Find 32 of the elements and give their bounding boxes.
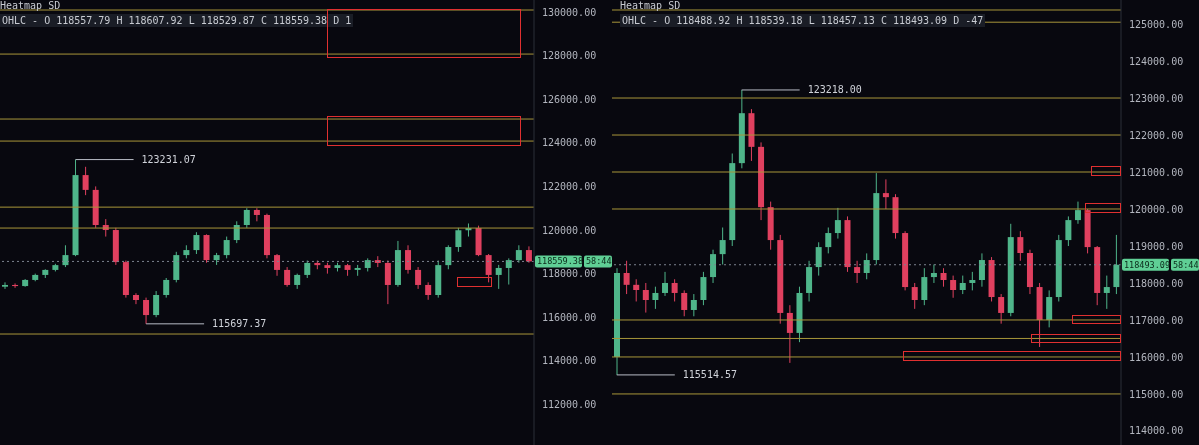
y-tick-label: 117000.00 bbox=[1129, 314, 1184, 326]
y-tick-label: 116000.00 bbox=[1129, 351, 1184, 363]
y-tick-label: 112000.00 bbox=[542, 399, 597, 410]
text: OHLC - O 118557.79 H 118607.92 L 118529.87 C 118559.38 D 1 bbox=[0, 14, 354, 27]
y-tick-label: 124000.00 bbox=[542, 137, 597, 149]
annotation: 115514.57 bbox=[682, 369, 737, 381]
y-tick-label: 122000.00 bbox=[542, 180, 597, 192]
y-tick-label: 123000.00 bbox=[1129, 92, 1184, 104]
y-tick-label: 130000.00 bbox=[542, 6, 597, 18]
y-tick-label: 128000.00 bbox=[542, 50, 597, 62]
y-tick-label: 114000.00 bbox=[1129, 425, 1184, 437]
text: 58:44 bbox=[586, 256, 612, 267]
y-tick-label: 120000.00 bbox=[1129, 203, 1184, 215]
y-tick-label: 126000.00 bbox=[542, 93, 597, 105]
text: OHLC - O 118488.92 H 118539.18 L 118457.13 C 118493.09 D -47 bbox=[620, 14, 986, 27]
y-tick-label: 114000.00 bbox=[542, 355, 597, 367]
text: 58:44 bbox=[1173, 259, 1199, 270]
y-tick-label: 118000.00 bbox=[1129, 277, 1184, 289]
y-tick-label: 120000.00 bbox=[542, 224, 597, 236]
y-tick-label: 115000.00 bbox=[1129, 388, 1184, 400]
y-tick-label: 119000.00 bbox=[1129, 240, 1184, 252]
y-tick-label: 116000.00 bbox=[542, 311, 597, 323]
chart-title: Heatmap SD bbox=[0, 0, 62, 11]
y-tick-label: 121000.00 bbox=[1129, 166, 1184, 178]
annotation: 123218.00 bbox=[807, 84, 862, 96]
chart-title: Heatmap SD bbox=[620, 0, 682, 11]
annotation: 115697.37 bbox=[212, 318, 267, 330]
y-tick-label: 118000.00 bbox=[542, 268, 597, 280]
y-tick-label: 125000.00 bbox=[1129, 18, 1184, 30]
y-tick-label: 122000.00 bbox=[1129, 129, 1184, 141]
y-tick-label: 124000.00 bbox=[1129, 55, 1184, 67]
annotation: 123231.07 bbox=[141, 154, 196, 166]
